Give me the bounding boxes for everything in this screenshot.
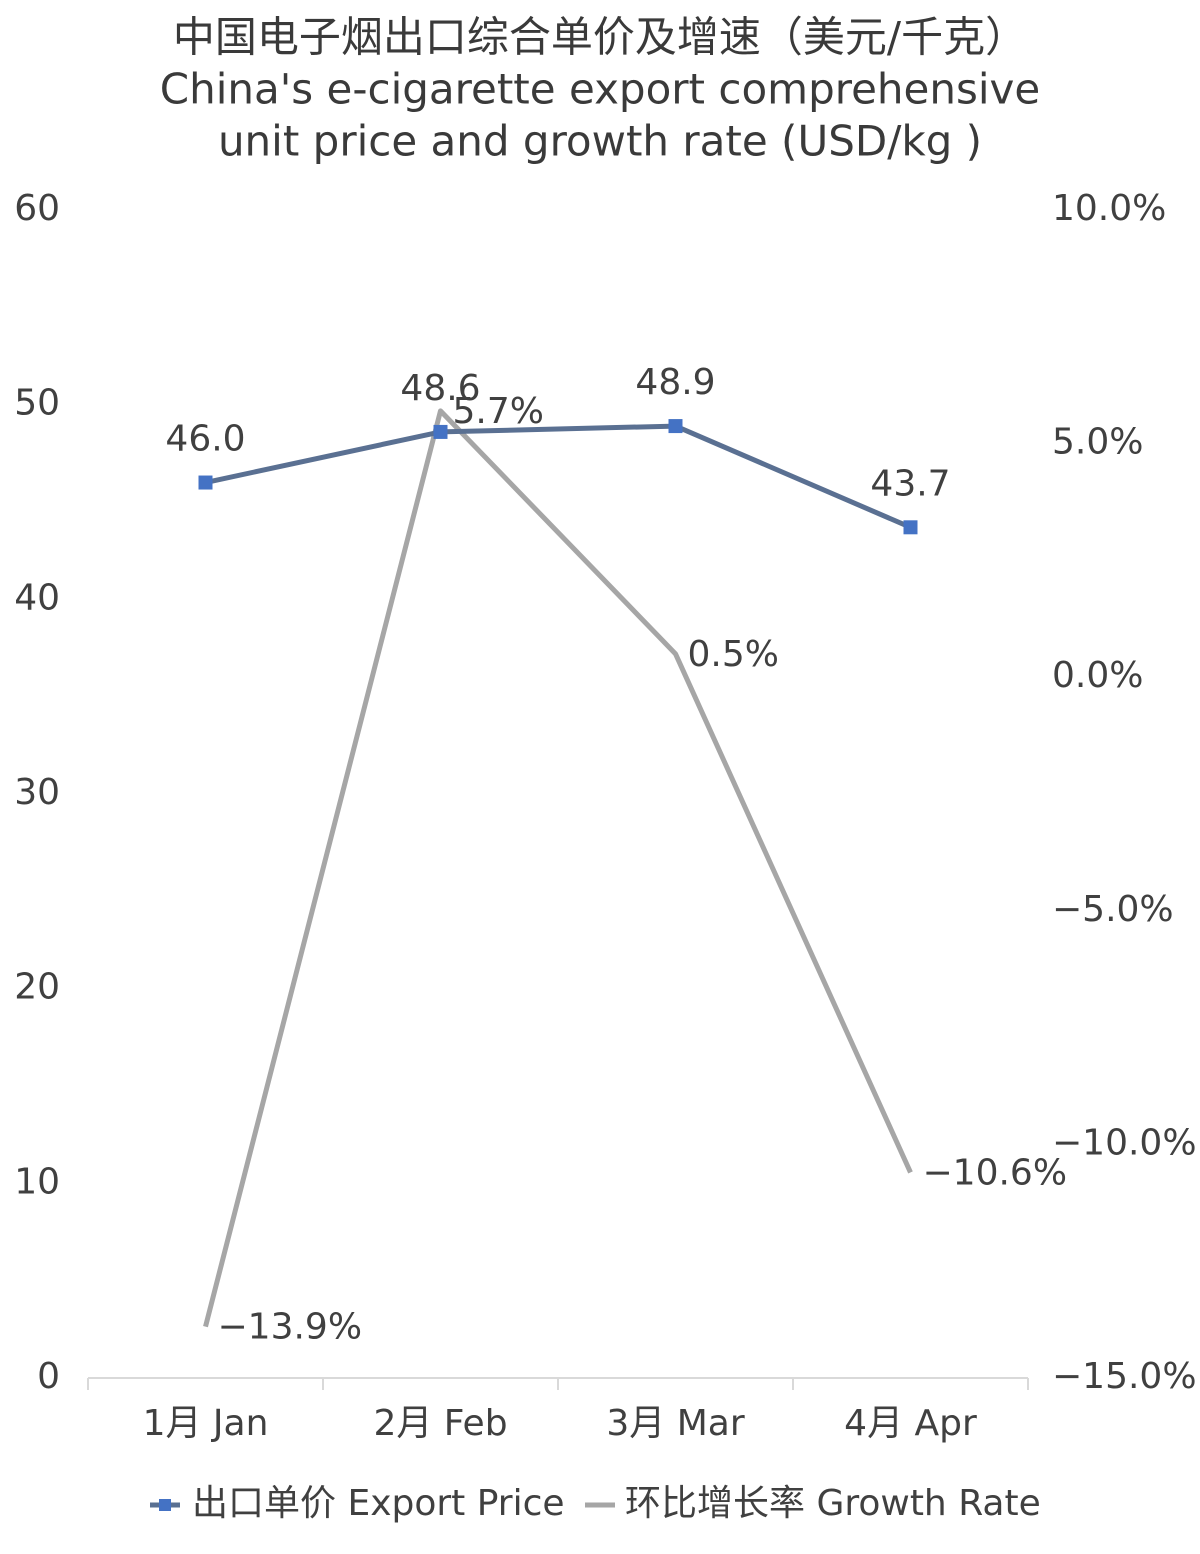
y2-tick-label: −15.0% [1052, 1356, 1197, 1397]
legend-label: 环比增长率 Growth Rate [625, 1483, 1041, 1524]
y-tick-label: 50 [14, 383, 60, 424]
y-tick-label: 10 [14, 1161, 60, 1202]
x-tick-label: 2月 Feb [373, 1403, 507, 1444]
y2-tick-label: −10.0% [1052, 1122, 1197, 1163]
chart-title: unit price and growth rate (USD/kg ) [218, 117, 982, 166]
y2-tick-label: 0.0% [1052, 655, 1143, 696]
legend-marker [159, 1499, 171, 1511]
x-tick-label: 4月 Apr [844, 1403, 977, 1444]
y2-tick-label: −5.0% [1052, 889, 1174, 930]
data-label: −10.6% [923, 1152, 1068, 1193]
data-label: −13.9% [218, 1307, 363, 1348]
data-label: 43.7 [870, 463, 950, 504]
y2-tick-label: 10.0% [1052, 188, 1166, 229]
x-tick-label: 3月 Mar [606, 1403, 744, 1444]
data-label: 46.0 [165, 419, 245, 460]
y2-tick-label: 5.0% [1052, 422, 1143, 463]
y-tick-label: 30 [14, 772, 60, 813]
chart-title: 中国电子烟出口综合单价及增速（美元/千克） [173, 13, 1027, 62]
y-tick-label: 40 [14, 577, 60, 618]
y-tick-label: 0 [37, 1356, 60, 1397]
marker [903, 520, 918, 535]
y-tick-label: 20 [14, 967, 60, 1008]
data-label: 48.6 [400, 368, 480, 409]
marker [198, 475, 213, 490]
marker [433, 424, 448, 439]
series-line [204, 423, 912, 530]
x-tick-label: 1月 Jan [143, 1403, 269, 1444]
data-label: 0.5% [688, 634, 779, 675]
y-tick-label: 60 [14, 188, 60, 229]
data-label: 48.9 [635, 362, 715, 403]
chart-title: China's e-cigarette export comprehensive [160, 65, 1040, 114]
legend-label: 出口单价 Export Price [192, 1483, 565, 1524]
marker [668, 419, 683, 434]
data-label: 5.7% [453, 391, 544, 432]
series-line [203, 408, 913, 1328]
